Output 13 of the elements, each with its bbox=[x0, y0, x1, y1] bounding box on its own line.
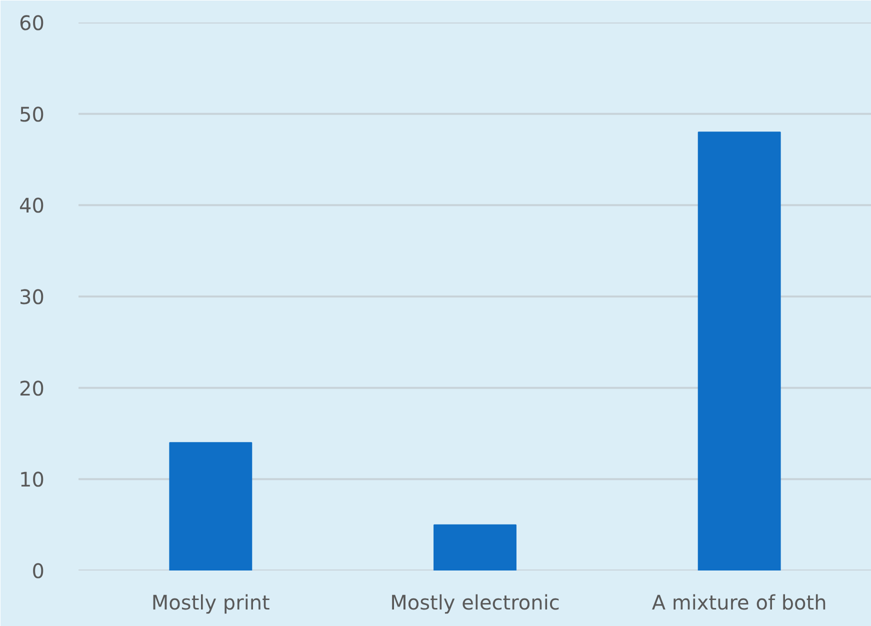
y-tick-label: 20 bbox=[19, 376, 45, 400]
y-tick-label: 60 bbox=[19, 11, 45, 35]
y-tick-label: 50 bbox=[19, 102, 45, 126]
bar bbox=[698, 132, 781, 570]
bar bbox=[169, 442, 252, 570]
x-tick-label: Mostly print bbox=[151, 590, 270, 614]
y-tick-label: 10 bbox=[19, 468, 45, 492]
bar bbox=[434, 524, 516, 570]
x-tick-label: A mixture of both bbox=[652, 590, 827, 614]
x-tick-label: Mostly electronic bbox=[390, 590, 560, 614]
y-tick-label: 0 bbox=[32, 559, 45, 583]
y-tick-label: 30 bbox=[19, 285, 45, 309]
y-tick-label: 40 bbox=[19, 194, 45, 218]
